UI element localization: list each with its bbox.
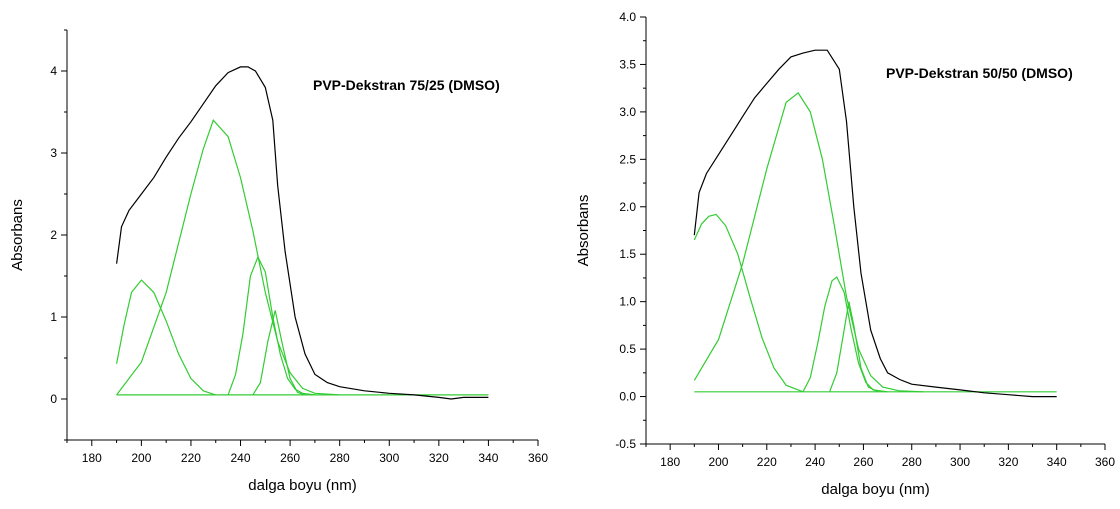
y-tick-label: 3.0 bbox=[619, 105, 636, 119]
x-tick-label: 260 bbox=[853, 455, 873, 469]
y-axis-title: Absorbans bbox=[9, 199, 26, 271]
y-tick-label: 2.0 bbox=[619, 200, 636, 214]
y-tick-label: 2.5 bbox=[619, 152, 636, 166]
y-tick-label: 3.5 bbox=[619, 57, 636, 71]
x-tick-label: 360 bbox=[1095, 455, 1115, 469]
sum-spectrum-line bbox=[116, 66, 489, 400]
x-tick-label: 340 bbox=[1047, 455, 1067, 469]
x-tick-label: 280 bbox=[330, 451, 350, 465]
x-tick-label: 180 bbox=[660, 455, 680, 469]
x-axis-title: dalga boyu (nm) bbox=[248, 477, 356, 494]
component-peak-line bbox=[829, 301, 879, 393]
x-tick-label: 240 bbox=[805, 455, 825, 469]
y-tick-label: 0.0 bbox=[619, 390, 636, 404]
x-tick-label: 360 bbox=[528, 451, 548, 465]
chart-title: PVP-Dekstran 75/25 (DMSO) bbox=[313, 77, 500, 93]
chart-title: PVP-Dekstran 50/50 (DMSO) bbox=[886, 65, 1073, 81]
component-peak-line bbox=[116, 119, 340, 396]
y-tick-label: 0.5 bbox=[619, 342, 636, 356]
y-tick-label: 2 bbox=[50, 228, 57, 242]
component-peak-line bbox=[693, 92, 924, 393]
x-tick-label: 240 bbox=[231, 451, 251, 465]
sum-spectrum-line bbox=[693, 49, 1057, 398]
y-tick-label: 1 bbox=[50, 310, 57, 324]
x-tick-label: 320 bbox=[998, 455, 1018, 469]
x-tick-label: 200 bbox=[708, 455, 728, 469]
component-peak-line bbox=[252, 310, 306, 396]
chart-right: 180 200 220 240 260 280 300 320 340 360 -0.5 0.0 0.5… bbox=[575, 10, 1115, 498]
component-peak-line bbox=[802, 276, 888, 393]
x-tick-label: 180 bbox=[82, 451, 102, 465]
x-tick-label: 260 bbox=[280, 451, 300, 465]
x-tick-label: 300 bbox=[379, 451, 399, 465]
chart-panel-right: 180 200 220 240 260 280 300 320 340 360 -0.5 0.0 0.5… bbox=[568, 0, 1120, 509]
y-tick-label: -0.5 bbox=[615, 437, 636, 451]
x-tick-label: 320 bbox=[429, 451, 449, 465]
x-tick-label: 340 bbox=[478, 451, 498, 465]
chart-panel-left: 180 200 220 240 260 280 300 320 340 360 0 1 2 3 4 dalga… bbox=[9, 29, 548, 494]
y-tick-label: 4 bbox=[50, 64, 57, 78]
y-tick-label: 4.0 bbox=[619, 10, 636, 24]
component-peak-line bbox=[116, 279, 216, 396]
x-tick-label: 300 bbox=[950, 455, 970, 469]
chart-left: 180 200 220 240 260 280 300 320 340 360 0 1 2 3 4 dalga… bbox=[9, 29, 548, 494]
x-tick-label: 200 bbox=[131, 451, 151, 465]
y-tick-label: 1.5 bbox=[619, 247, 636, 261]
y-axis-title: Absorbans bbox=[575, 195, 592, 267]
x-axis-title: dalga boyu (nm) bbox=[821, 481, 929, 498]
y-tick-label: 0 bbox=[50, 392, 57, 406]
component-peak-line bbox=[693, 213, 804, 393]
x-tick-label: 220 bbox=[757, 455, 777, 469]
y-tick-label: 1.0 bbox=[619, 295, 636, 309]
y-tick-label: 3 bbox=[50, 146, 57, 160]
x-tick-label: 220 bbox=[181, 451, 201, 465]
x-tick-label: 280 bbox=[902, 455, 922, 469]
